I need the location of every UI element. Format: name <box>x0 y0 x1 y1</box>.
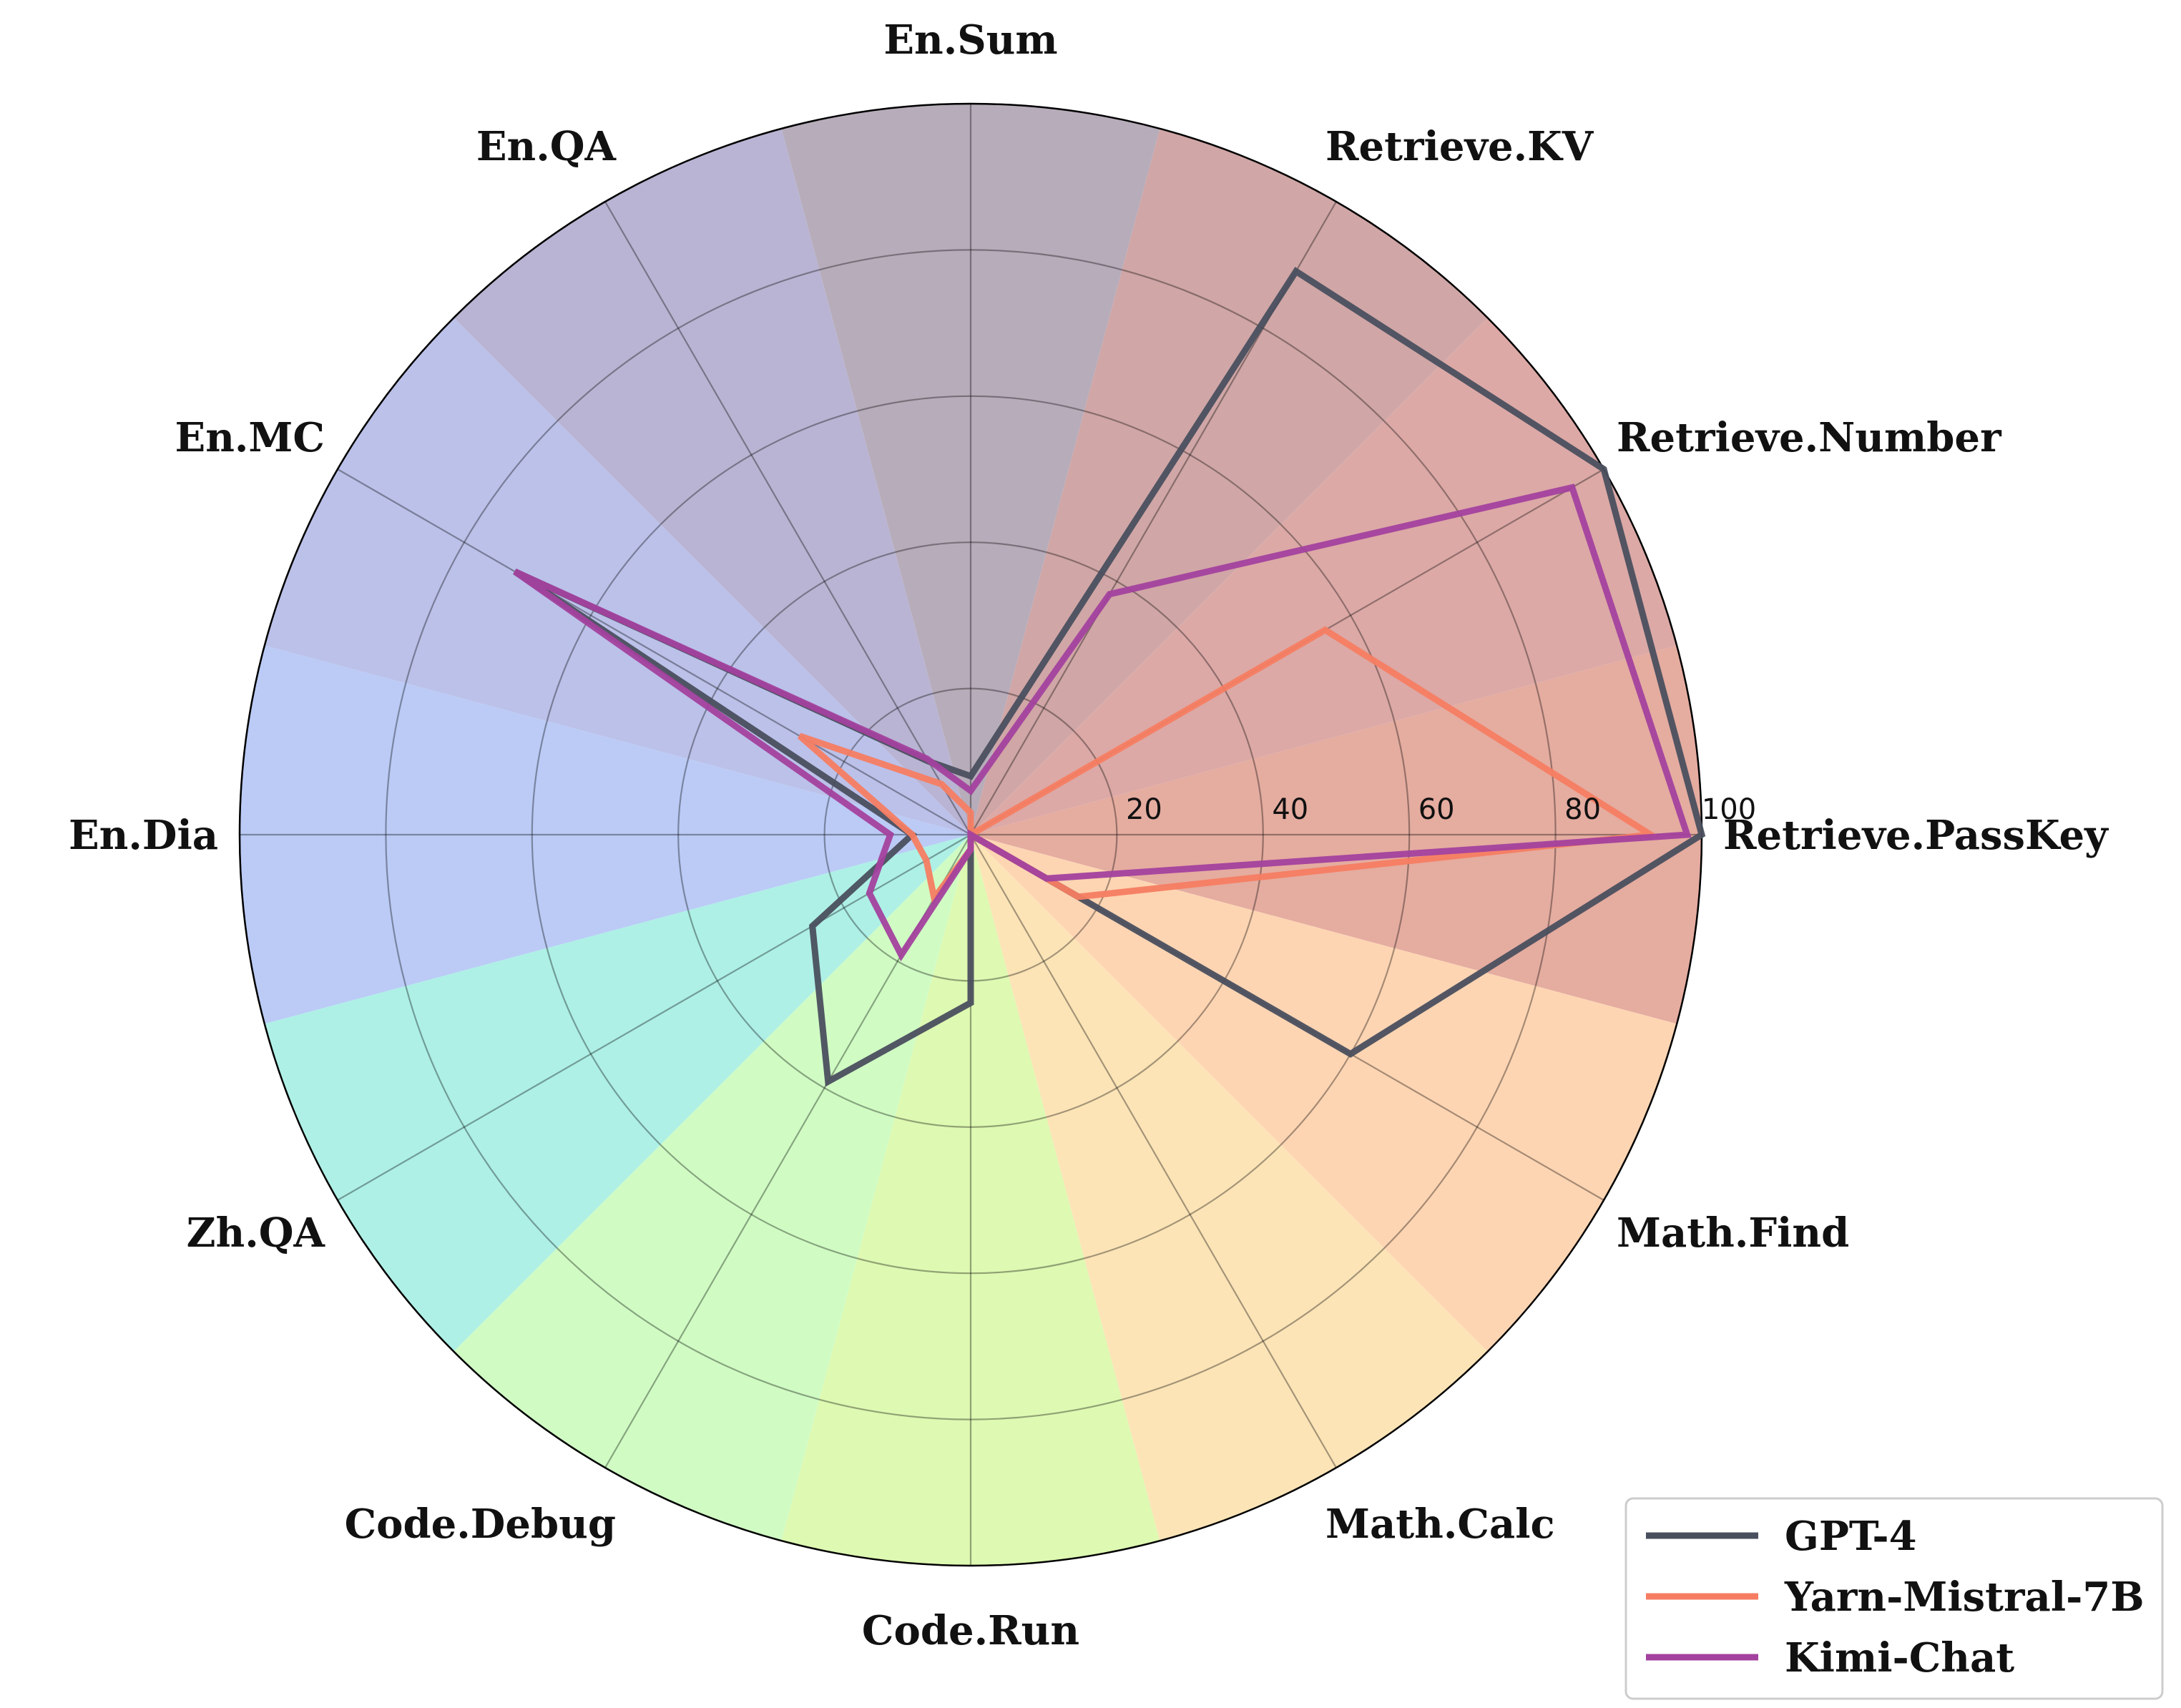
spoke-line <box>970 834 1337 1468</box>
category-label: Zh.QA <box>187 1209 326 1257</box>
background-sectors <box>240 104 1702 1566</box>
legend-box <box>1624 1497 2164 1700</box>
sector-en-dia <box>240 645 971 1024</box>
sector-en-mc <box>264 318 971 835</box>
category-label: Code.Run <box>862 1607 1079 1654</box>
sector-code-run <box>781 835 1160 1566</box>
category-label: Retrieve.Number <box>1617 414 2002 461</box>
sector-code-debug <box>454 835 971 1541</box>
tick-label: 80 <box>1564 793 1601 826</box>
grid-circle <box>677 541 1264 1128</box>
series-line-kimi-chat <box>513 484 1692 962</box>
radial-tick-labels: 20 40 60 80 100 <box>1126 793 1756 826</box>
tick-label: 40 <box>1272 793 1308 826</box>
legend: GPT-4 Yarn-Mistral-7B Kimi-Chat <box>1624 1497 2164 1700</box>
grid-circle <box>531 395 1411 1275</box>
category-label: En.Sum <box>883 16 1057 64</box>
sector-en-sum <box>781 104 1160 835</box>
sector-math-calc <box>971 835 1488 1541</box>
spoke-line <box>337 834 971 1201</box>
category-label: En.QA <box>476 123 617 170</box>
sector-zh-qa <box>264 835 971 1352</box>
sector-retrieve-kv <box>971 128 1488 835</box>
category-label: Retrieve.KV <box>1325 123 1594 170</box>
tick-label: 20 <box>1126 793 1162 826</box>
legend-label: Yarn-Mistral-7B <box>1784 1574 2145 1621</box>
category-labels: Retrieve.PassKey Retrieve.Number Retrieve.… <box>69 16 2109 1654</box>
category-label: En.Dia <box>69 812 218 859</box>
legend-label: GPT-4 <box>1785 1513 1917 1560</box>
spoke-line <box>337 468 971 835</box>
sector-retrieve-passkey <box>971 645 1702 1024</box>
category-label: Retrieve.PassKey <box>1723 812 2109 859</box>
category-label: Math.Find <box>1617 1209 1849 1257</box>
tick-label: 60 <box>1418 793 1455 826</box>
sector-math-find <box>971 835 1677 1352</box>
category-label: Math.Calc <box>1325 1501 1555 1548</box>
category-label: Code.Debug <box>345 1501 616 1548</box>
series-lines <box>513 267 1706 1087</box>
grid-circle <box>385 249 1557 1420</box>
spoke-line <box>604 201 971 835</box>
tick-label: 100 <box>1702 793 1756 826</box>
sector-en-qa <box>454 128 971 835</box>
category-label: En.MC <box>175 414 325 461</box>
legend-label: Kimi-Chat <box>1785 1634 2014 1682</box>
sector-retrieve-number <box>971 318 1677 835</box>
